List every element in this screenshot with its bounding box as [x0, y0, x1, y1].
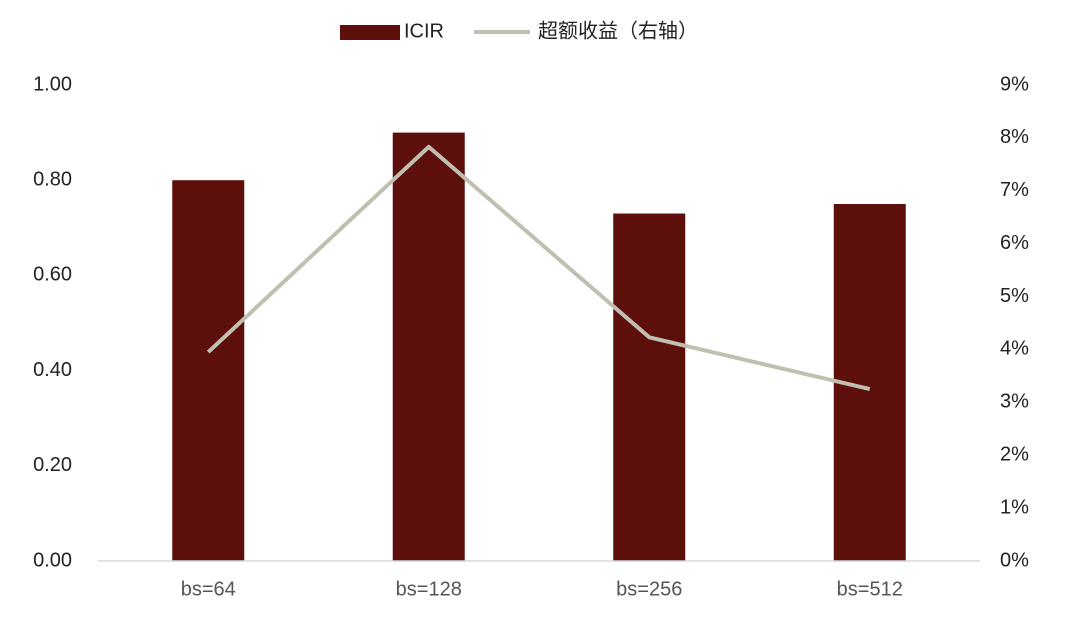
y-tick-label: 1.00: [33, 73, 72, 95]
x-tick-label: bs=128: [396, 578, 462, 600]
y-tick-label: 0.60: [33, 264, 72, 286]
y2-tick-label: 6%: [1000, 232, 1029, 254]
y2-tick-label: 7%: [1000, 179, 1029, 201]
bar: [613, 213, 686, 561]
y2-tick-label: 1%: [1000, 496, 1029, 518]
y2-tick-label: 4%: [1000, 338, 1029, 360]
y2-tick-label: 2%: [1000, 444, 1029, 466]
x-tick-label: bs=256: [616, 578, 682, 600]
y-tick-label: 0.00: [33, 549, 72, 571]
bar: [172, 180, 245, 561]
y2-tick-label: 9%: [1000, 73, 1029, 95]
x-tick-label: bs=64: [181, 578, 236, 600]
y-tick-label: 0.20: [33, 454, 72, 476]
x-tick-label: bs=512: [837, 578, 903, 600]
legend-label: 超额收益（右轴）: [538, 19, 698, 42]
y-tick-label: 0.80: [33, 168, 72, 190]
line: [206, 144, 871, 392]
y2-tick-label: 5%: [1000, 285, 1029, 307]
y-tick-label: 0.40: [33, 359, 72, 381]
legend-swatch: [340, 25, 400, 40]
y2-tick-label: 3%: [1000, 391, 1029, 413]
y2-tick-label: 8%: [1000, 126, 1029, 148]
legend-label: ICIR: [404, 20, 444, 42]
bar: [392, 132, 465, 561]
y2-tick-label: 0%: [1000, 549, 1029, 571]
